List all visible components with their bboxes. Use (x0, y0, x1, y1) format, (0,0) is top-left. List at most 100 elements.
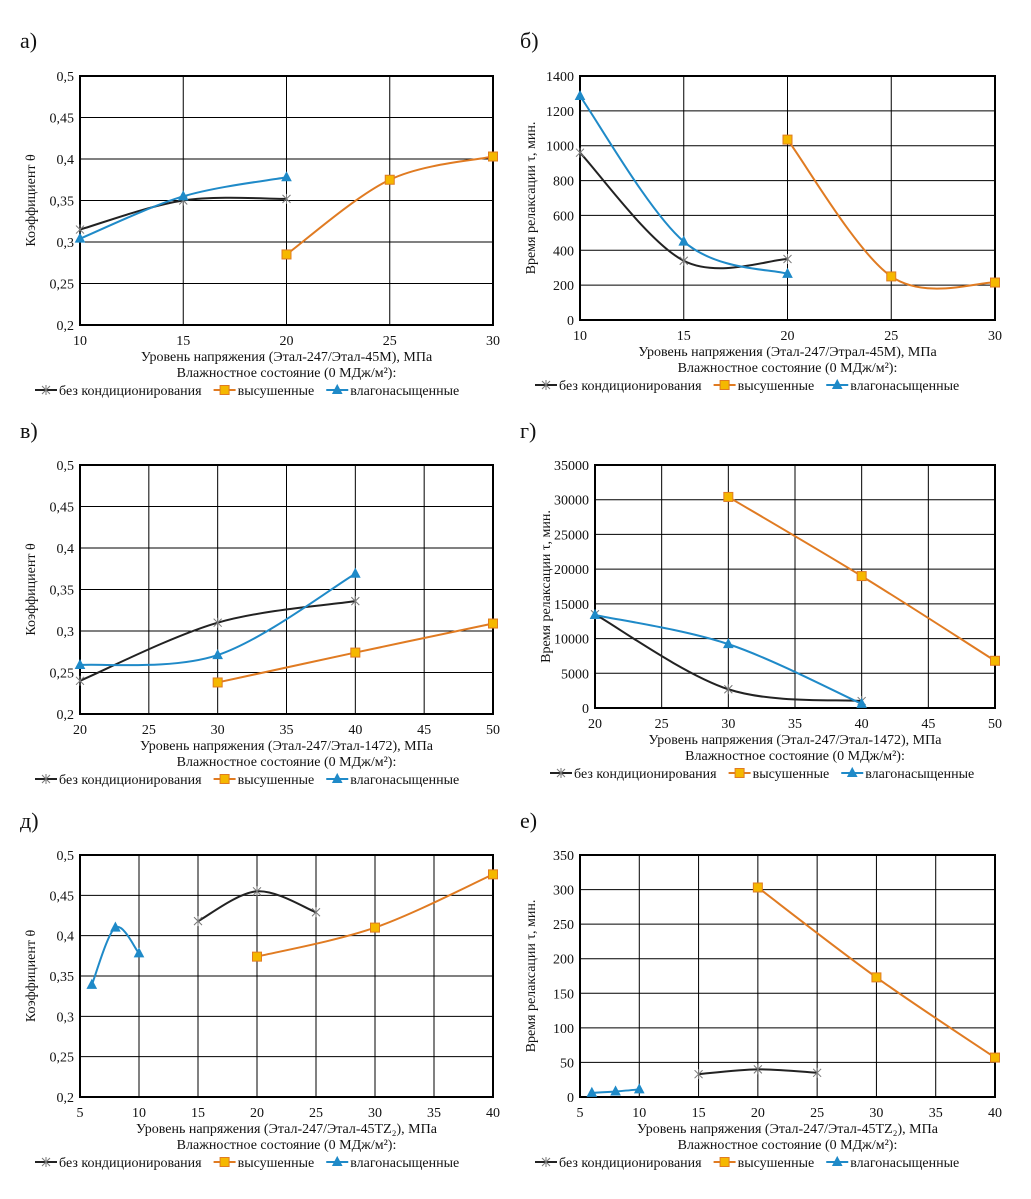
y-tick-label: 0,25 (50, 667, 75, 682)
legend-entry: влагонасыщенные (350, 773, 459, 788)
y-tick-label: 0 (582, 702, 589, 717)
legend: без кондиционирования высушенные влагонасы… (535, 1155, 959, 1171)
series-1 (75, 596, 360, 686)
y-tick-label: 25000 (554, 528, 589, 543)
x-tick-label: 35 (929, 1106, 943, 1121)
series-3 (574, 89, 793, 278)
legend-title: Влажностное состояние (0 МДж/м²): (177, 1138, 397, 1153)
y-tick-label: 15000 (554, 598, 589, 613)
triangle-marker (586, 1086, 598, 1097)
x-axis-label: Уровень напряжения (Этал-247/Этал-45TZ₂)… (637, 1122, 939, 1137)
square-marker (219, 1157, 230, 1167)
y-tick-label: 0,45 (50, 112, 75, 127)
x-tick-label: 25 (142, 723, 156, 738)
x-tick-label: 15 (677, 329, 691, 344)
legend-title: Влажностное состояние (0 МДж/м²): (678, 1138, 898, 1153)
panel-label: б) (520, 28, 539, 53)
x-tick-label: 25 (309, 1106, 323, 1121)
triangle-marker (331, 772, 343, 783)
square-marker (752, 882, 763, 893)
y-tick-label: 0 (567, 314, 574, 329)
x-tick-label: 10 (573, 329, 587, 344)
square-marker (871, 972, 882, 983)
asterisk-marker (812, 1067, 822, 1078)
x-tick-label: 30 (988, 329, 1002, 344)
y-tick-label: 0 (567, 1091, 574, 1106)
triangle-marker (331, 1155, 343, 1166)
series-3 (86, 921, 145, 989)
asterisk-marker (753, 1064, 763, 1075)
y-tick-label: 100 (553, 1022, 574, 1037)
triangle-marker (723, 638, 734, 649)
legend-entry: влагонасыщенные (850, 379, 959, 394)
triangle-marker (678, 235, 690, 246)
x-tick-label: 10 (132, 1106, 146, 1121)
square-marker (734, 768, 745, 778)
legend-title: Влажностное состояние (0 МДж/м²): (678, 361, 898, 376)
asterisk-marker (41, 774, 51, 784)
square-marker (252, 951, 262, 962)
asterisk-marker (694, 1069, 703, 1080)
y-tick-label: 0,25 (50, 278, 75, 293)
square-marker (488, 869, 498, 880)
y-tick-label: 0,45 (50, 501, 75, 516)
y-tick-label: 0,5 (57, 459, 75, 474)
series-3 (589, 608, 867, 708)
x-tick-label: 50 (988, 717, 1002, 732)
series-line (579, 95, 788, 275)
x-tick-label: 20 (588, 717, 602, 732)
y-tick-label: 5000 (561, 667, 589, 682)
y-axis-label: Время релаксации τ, мин. (524, 900, 539, 1053)
plot-frame (79, 75, 494, 326)
square-marker (488, 618, 498, 629)
asterisk-marker (193, 916, 203, 927)
y-tick-label: 0,3 (57, 236, 75, 251)
square-marker (990, 277, 1000, 288)
x-tick-label: 40 (988, 1106, 1002, 1121)
x-tick-label: 20 (250, 1106, 264, 1121)
square-marker (990, 1052, 1000, 1063)
legend-entry: без кондиционирования (59, 1156, 202, 1171)
asterisk-marker (41, 385, 51, 395)
asterisk-marker (575, 147, 585, 158)
legend: без кондиционирования высушенные влагонасы… (35, 1155, 459, 1171)
plot-frame (79, 854, 494, 1098)
panel-label: г) (520, 418, 536, 443)
x-tick-label: 25 (810, 1106, 824, 1121)
triangle-marker (74, 232, 86, 243)
y-tick-label: 30000 (554, 494, 589, 509)
square-marker (370, 922, 380, 933)
legend-entry: влагонасыщенные (350, 1156, 459, 1171)
legend: без кондиционирования высушенные влагонасы… (35, 383, 459, 399)
chart-panel-4: г) 0 5000 10000 15000 20000 25000 30000 35000 20 2… (520, 418, 1002, 782)
x-tick-label: 25 (383, 334, 397, 349)
x-tick-label: 15 (176, 334, 190, 349)
legend-entry: высушенные (238, 1156, 315, 1171)
square-marker (719, 380, 730, 390)
legend: без кондиционирования высушенные влагонасы… (550, 766, 974, 782)
y-tick-label: 0,4 (57, 930, 75, 945)
y-tick-label: 50 (560, 1056, 574, 1071)
y-tick-label: 0,35 (50, 195, 75, 210)
square-marker (384, 174, 395, 185)
y-tick-label: 250 (553, 918, 574, 933)
series-2 (782, 134, 1000, 290)
plot-frame (579, 854, 996, 1098)
legend-entry: влагонасыщенные (850, 1156, 959, 1171)
triangle-marker (782, 267, 793, 278)
x-tick-label: 10 (632, 1106, 646, 1121)
y-tick-label: 0,3 (57, 625, 75, 640)
x-axis-label: Уровень напряжения (Этал-247/Этал-1472),… (649, 733, 943, 748)
y-tick-label: 150 (553, 987, 574, 1002)
asterisk-marker (75, 675, 85, 686)
asterisk-marker (350, 596, 360, 607)
x-tick-label: 30 (721, 717, 735, 732)
x-tick-label: 15 (191, 1106, 205, 1121)
y-tick-label: 1400 (546, 70, 574, 85)
legend-title: Влажностное состояние (0 МДж/м²): (685, 749, 905, 764)
x-tick-label: 20 (73, 723, 87, 738)
x-tick-label: 45 (921, 717, 935, 732)
triangle-marker (177, 190, 189, 201)
series-2 (212, 618, 498, 688)
legend-entry: влагонасыщенные (865, 767, 974, 782)
